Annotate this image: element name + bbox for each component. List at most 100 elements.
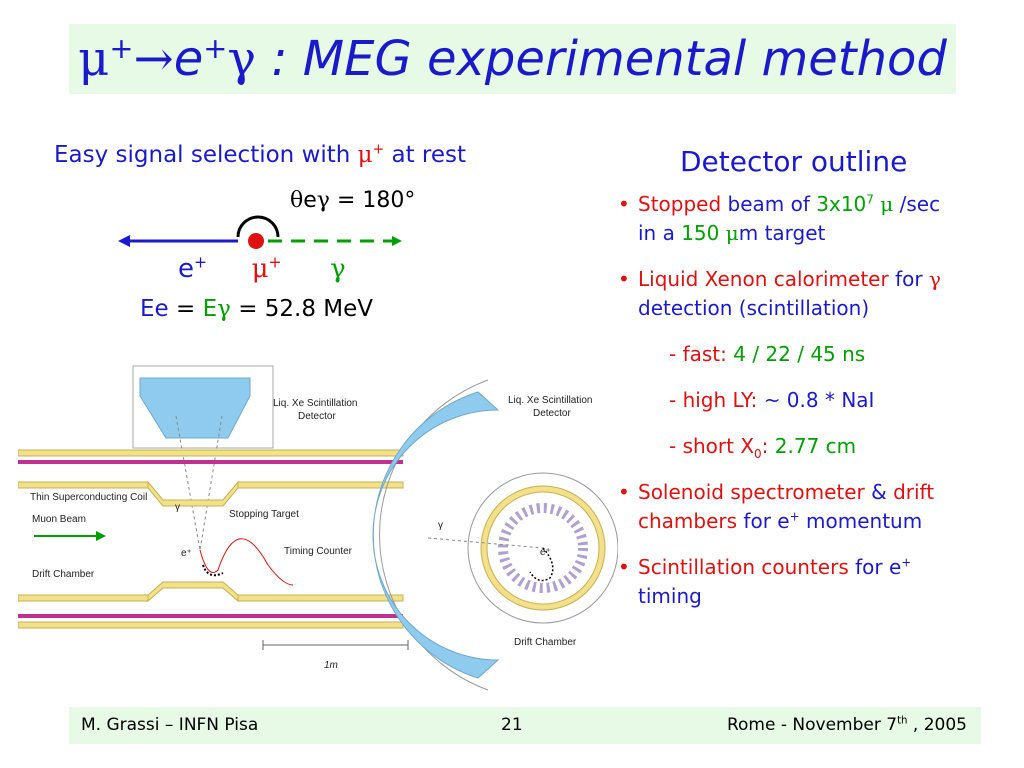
theta-value: = 180°: [329, 188, 416, 213]
easy-signal-at-rest: at rest: [384, 142, 467, 168]
eplus-label: e: [178, 254, 194, 284]
theta-symbol: θ: [290, 188, 304, 213]
b3-momentum: momentum: [799, 509, 923, 533]
gamma-track-side: [175, 415, 201, 551]
liq-xe-label-front: Liq. Xe Scintillation: [508, 395, 593, 406]
s3-short-x: - short X: [669, 434, 755, 458]
detector-outline-heading: Detector outline: [680, 145, 908, 178]
b2-for: for: [888, 267, 929, 291]
drift-chamber-label-side: Drift Chamber: [32, 569, 95, 580]
coil-inner-r: [237, 481, 404, 489]
easy-signal-text: Easy signal selection with: [54, 142, 358, 168]
meg-detector-diagram: Liq. Xe Scintillation Detector Thin Supe…: [18, 365, 618, 691]
footer-date-sup: th: [897, 715, 908, 727]
magnet-bottom: [18, 614, 403, 618]
cryostat-outer: [379, 379, 489, 691]
s2-high-ly: - high LY:: [669, 388, 764, 412]
theta-angle-label: θeγ = 180°: [290, 188, 415, 213]
s1-fast: - fast:: [669, 342, 734, 366]
slide-title: μ+→e+γ : MEG experimental method: [78, 31, 947, 87]
b4-plus: +: [901, 555, 912, 570]
gamma-label-side: γ: [175, 502, 180, 513]
muon-dot: [248, 233, 264, 249]
b1-m-target: m target: [738, 221, 826, 245]
liq-xe-front: [372, 391, 500, 679]
detector-label-front: Detector: [533, 408, 571, 419]
b2-lxe: Liquid Xenon calorimeter: [638, 267, 889, 291]
coil-neck-bottom: [147, 581, 239, 603]
calorimeter-box: [132, 365, 274, 449]
title-arrow: →: [133, 31, 174, 87]
liq-xe-side: [139, 377, 251, 439]
b1-rate-exp: 7: [866, 192, 874, 207]
muon-beam-label: Muon Beam: [32, 514, 86, 525]
detector-outline-column: Detector outline Stopped beam of 3x107 μ…: [616, 145, 1016, 628]
particle-labels: e+ μ+ γ: [178, 254, 346, 284]
title-banner: μ+→e+γ : MEG experimental method: [69, 24, 956, 94]
s1-values: 4 / 22 / 45 ns: [733, 342, 866, 366]
stopping-target-label: Stopping Target: [229, 509, 299, 520]
theta-e: e: [303, 188, 317, 213]
eplus-label-front: e⁺: [540, 547, 551, 558]
footer-date-b: , 2005: [907, 715, 967, 735]
b1-in-a: in a: [638, 221, 682, 245]
coil-inner-l: [18, 481, 149, 489]
b3-for: for: [737, 509, 778, 533]
title-e: e: [173, 31, 204, 87]
b3-plus: +: [789, 509, 800, 524]
positron-track-front: [529, 547, 554, 582]
eplus-sup: +: [194, 253, 208, 272]
b4-counters: Scintillation counters: [638, 555, 849, 579]
drift-chamber-label-front: Drift Chamber: [514, 637, 577, 648]
b1-per-sec: /sec: [899, 192, 941, 216]
muplus-label: μ: [251, 254, 269, 284]
b3-solenoid: Solenoid spectrometer: [638, 480, 865, 504]
energy-e: E: [202, 296, 218, 322]
footer-date: Rome - November 7th , 2005: [727, 715, 967, 735]
s3-colon: :: [761, 434, 775, 458]
drift-chambers-front: [498, 503, 588, 593]
b1-rate: 3x10: [816, 192, 867, 216]
energy-value: = 52.8 MeV: [230, 296, 374, 322]
b1-beam-of: beam of: [721, 192, 817, 216]
b4-e: e: [888, 555, 902, 579]
bullet-stopped-beam: Stopped beam of 3x107 μ /sec in a 150 μm…: [616, 190, 1016, 248]
positron-arrowhead: [118, 235, 130, 247]
b3-e: e: [777, 509, 790, 533]
title-gamma: γ: [227, 31, 257, 87]
coil-top-1: [18, 449, 404, 457]
easy-signal-plus: +: [372, 141, 385, 158]
b3-drift: drift chambers: [638, 480, 935, 533]
b1-micro: μ: [725, 221, 739, 245]
gamma-track-side-2: [199, 415, 223, 551]
timing-counter-label: Timing Counter: [284, 546, 353, 557]
liq-xe-label-side: Liq. Xe Scintillation: [273, 398, 358, 409]
footer-date-a: Rome - November 7: [726, 715, 898, 735]
positron-track-side: [199, 538, 294, 586]
gamma-label-front: γ: [438, 520, 443, 531]
sub-fast: - fast: 4 / 22 / 45 ns: [669, 340, 1016, 369]
energy-equals: =: [168, 296, 203, 322]
easy-signal-mu: μ: [357, 142, 373, 168]
b1-stopped: Stopped: [638, 192, 722, 216]
muplus-sup: +: [268, 253, 282, 272]
coil-lower-l: [18, 594, 149, 602]
scale-label: 1m: [324, 660, 338, 671]
coil-neck-top: [147, 480, 239, 507]
sub-short-x0: - short X0: 2.77 cm: [669, 432, 1016, 461]
title-mu: μ: [78, 31, 110, 87]
angle-arc: [236, 215, 280, 238]
bullet-liquid-xenon: Liquid Xenon calorimeter for γ detection…: [616, 265, 1016, 323]
s3-sub: 0: [754, 447, 762, 461]
theta-gamma: γ: [316, 188, 330, 213]
magnet-top: [18, 460, 403, 464]
gamma-label: γ: [330, 254, 346, 284]
b3-and: &: [864, 480, 894, 504]
s2-value: ~ 0.8 * NaI: [763, 388, 875, 412]
energy-gamma: γ: [217, 296, 231, 322]
footer-bar: M. Grassi – INFN Pisa 21 Rome - November…: [69, 707, 981, 744]
eplus-label-side: e⁺: [181, 548, 192, 559]
bullet-solenoid: Solenoid spectrometer & drift chambers f…: [616, 478, 1016, 536]
b1-mu: μ: [873, 192, 900, 216]
b2-gamma: γ: [928, 267, 941, 291]
